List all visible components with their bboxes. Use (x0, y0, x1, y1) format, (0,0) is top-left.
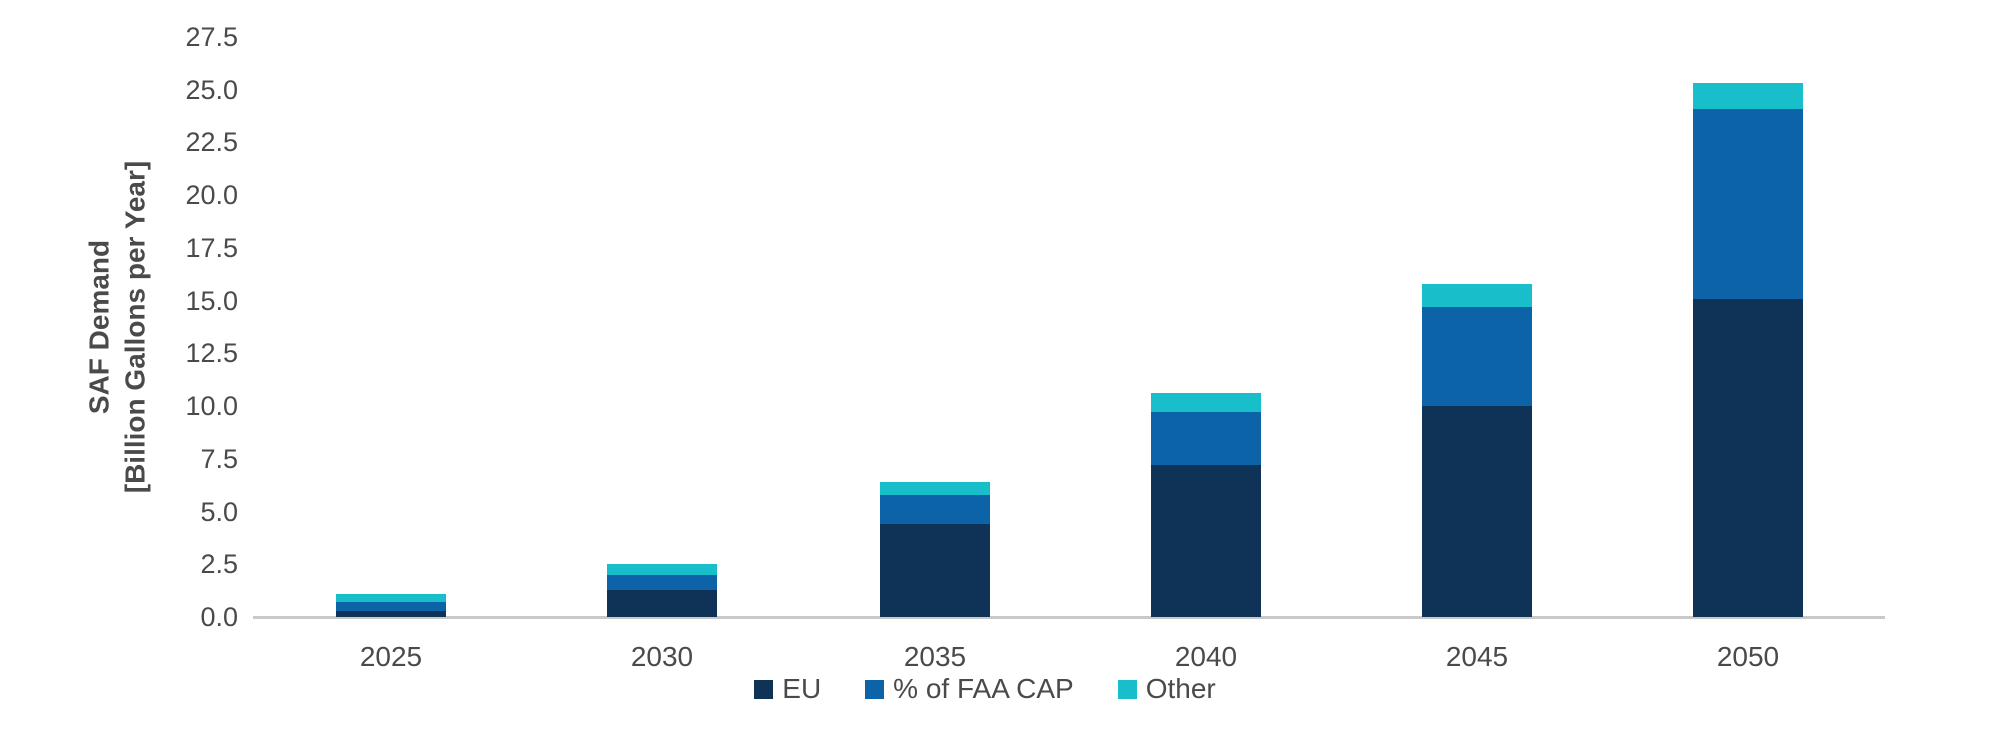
y-tick-label: 10.0 (185, 391, 238, 422)
bar-segment-eu (607, 589, 717, 617)
bar-segment-other (607, 564, 717, 575)
y-tick-label: 27.5 (185, 22, 238, 52)
bar-segment-of-faa-cap (336, 602, 446, 611)
bar-2045 (1422, 283, 1532, 617)
y-tick-label: 25.0 (185, 74, 238, 105)
bar-segment-eu (1151, 465, 1261, 617)
bar-segment-of-faa-cap (880, 494, 990, 525)
bar-segment-eu (1422, 406, 1532, 617)
y-tick-label: 7.5 (200, 443, 238, 474)
bar-segment-other (1151, 393, 1261, 413)
y-axis-title-line1: SAF Demand (83, 239, 115, 415)
legend-item-eu: EU (754, 674, 821, 704)
x-tick-label-2025: 2025 (359, 641, 423, 672)
bar-2025 (336, 593, 446, 617)
bar-segment-other (1693, 83, 1803, 109)
legend-label: EU (782, 673, 822, 704)
y-tick-label: 15.0 (185, 285, 238, 316)
bar-segment-of-faa-cap (607, 574, 717, 590)
y-tick-label: 2.5 (200, 549, 238, 580)
bar-segment-of-faa-cap (1151, 412, 1261, 466)
legend-swatch-icon (754, 679, 774, 699)
y-tick-label: 0.0 (200, 602, 238, 632)
legend: EU % of FAA CAP Other (0, 674, 1985, 704)
bar-segment-other (336, 593, 446, 603)
bar-segment-eu (1693, 298, 1803, 617)
x-axis-line (253, 616, 1885, 619)
x-tick-label-2040: 2040 (1174, 641, 1238, 672)
legend-label: % of FAA CAP (893, 673, 1074, 704)
bar-segment-other (1422, 283, 1532, 307)
bar-segment-eu (336, 610, 446, 617)
y-tick-label: 12.5 (185, 338, 238, 369)
legend-swatch-icon (1117, 679, 1137, 699)
bar-2050 (1693, 83, 1803, 617)
bar-segment-eu (880, 524, 990, 617)
y-tick-label: 20.0 (185, 180, 238, 211)
y-tick-label: 5.0 (200, 496, 238, 527)
y-tick-label: 22.5 (185, 127, 238, 158)
bar-2030 (607, 564, 717, 617)
bar-segment-other (880, 482, 990, 495)
legend-item-other: Other (1117, 673, 1216, 704)
x-tick-label-2035: 2035 (903, 641, 967, 672)
bar-2040 (1151, 393, 1261, 617)
x-tick-label-2050: 2050 (1716, 641, 1780, 672)
bar-segment-of-faa-cap (1693, 108, 1803, 299)
legend-swatch-icon (865, 679, 885, 699)
legend-label: Other (1145, 673, 1216, 704)
y-tick-label: 17.5 (185, 232, 238, 263)
bar-segment-of-faa-cap (1422, 306, 1532, 407)
legend-item-of-faa-cap: % of FAA CAP (865, 674, 1074, 704)
bar-2035 (880, 482, 990, 617)
x-tick-label-2030: 2030 (630, 641, 694, 672)
x-tick-label-2045: 2045 (1445, 641, 1509, 672)
